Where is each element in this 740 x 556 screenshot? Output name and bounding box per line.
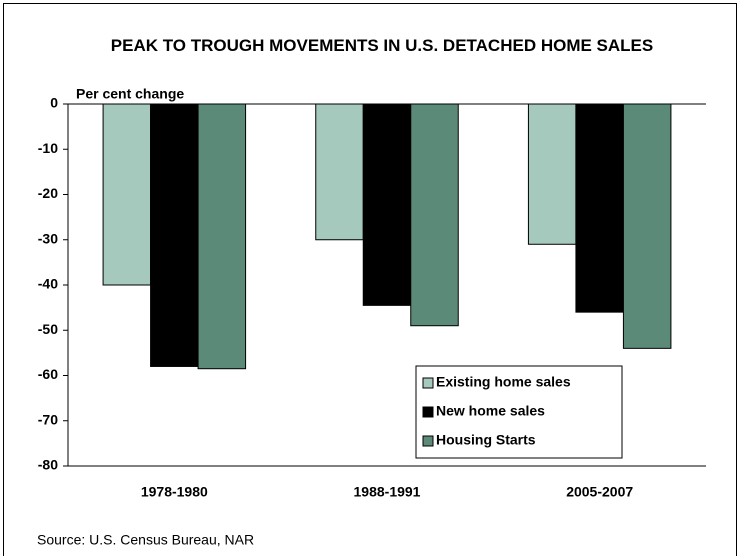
- bar: [527, 103, 577, 245]
- y-axis-label: Per cent change: [76, 86, 184, 102]
- x-tick-label: 2005-2007: [566, 484, 633, 500]
- legend-swatch: [422, 406, 434, 418]
- legend-label: New home sales: [436, 403, 545, 419]
- y-tick-label: -60: [38, 366, 58, 382]
- y-tick-label: -50: [38, 321, 58, 337]
- chart-title: PEAK TO TROUGH MOVEMENTS IN U.S. DETACHE…: [110, 36, 654, 55]
- bar: [362, 103, 412, 306]
- bar: [150, 103, 199, 367]
- y-tick-label: -40: [38, 276, 58, 292]
- chart-border: [3, 3, 737, 556]
- bar: [622, 103, 672, 349]
- source-note: Source: U.S. Census Bureau, NAR: [37, 532, 254, 548]
- y-tick-label: -70: [38, 411, 58, 427]
- bar: [575, 103, 624, 313]
- y-tick-label: -30: [38, 230, 58, 246]
- legend-label: Housing Starts: [436, 432, 536, 448]
- legend-swatch: [422, 435, 434, 447]
- y-tick-label: 0: [50, 95, 58, 111]
- legend-label: Existing home sales: [436, 374, 571, 390]
- y-tick-label: -20: [38, 185, 58, 201]
- y-tick-label: -10: [38, 140, 58, 156]
- legend-swatch: [422, 377, 434, 389]
- bar: [197, 103, 247, 370]
- y-tick-label: -80: [38, 457, 58, 473]
- legend-box: [415, 365, 623, 459]
- x-tick-label: 1978-1980: [141, 484, 208, 500]
- x-tick-label: 1988-1991: [354, 484, 421, 500]
- bar: [315, 103, 364, 241]
- bar: [410, 103, 459, 327]
- bar: [102, 103, 152, 286]
